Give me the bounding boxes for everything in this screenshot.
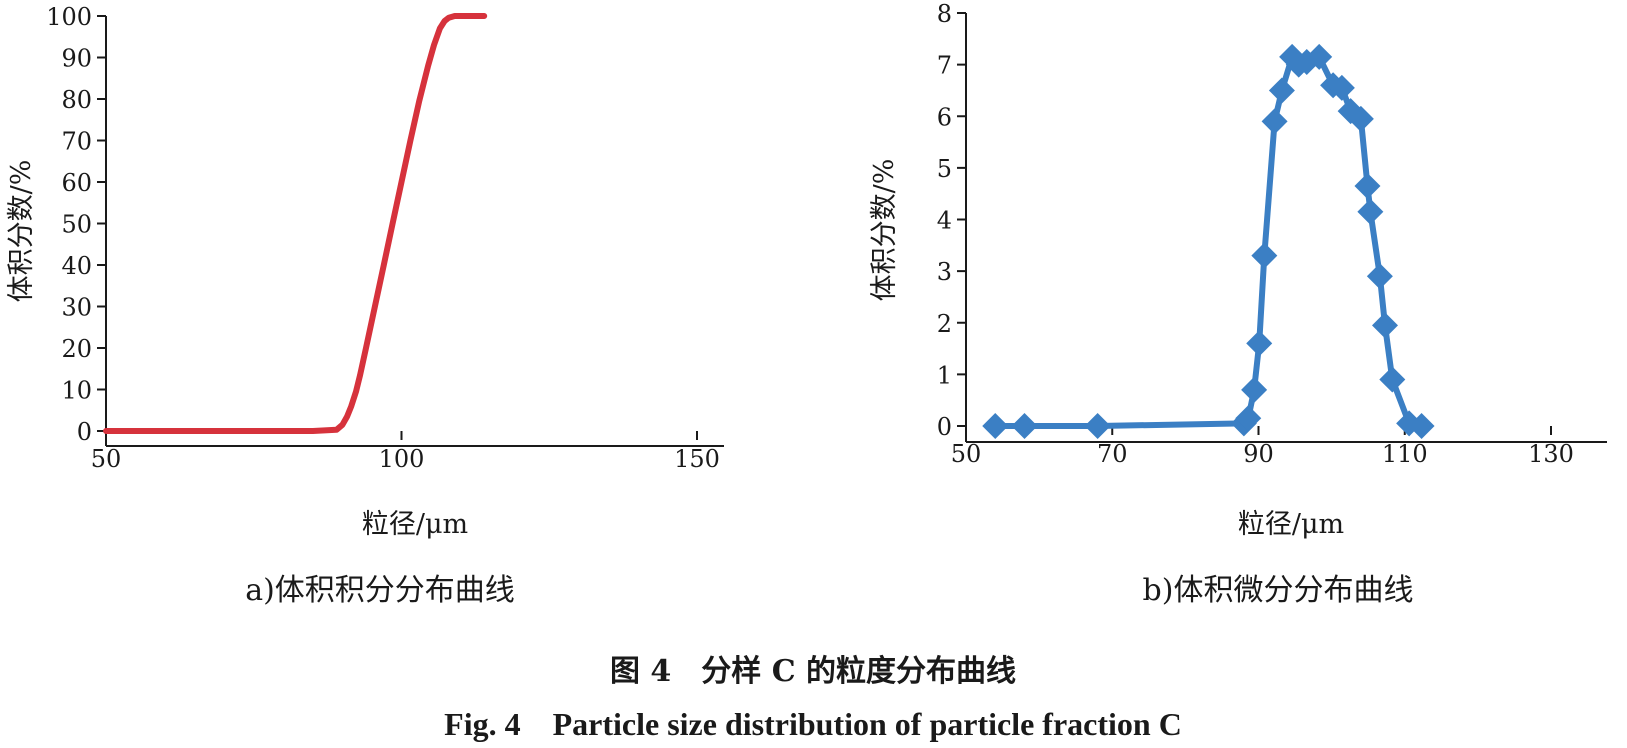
- chart-a-y-tick-label: 90: [61, 45, 92, 73]
- chart-b-y-tick-label: 0: [937, 413, 952, 441]
- chart-b-data-point: [1235, 405, 1262, 432]
- chart-b-data-point: [1246, 330, 1273, 357]
- chart-b-differential: 50 70 90 110 130 0 1 2 3 4 5 6 7 8 粒径/μm 体积分数/% b)体积微…: [869, 0, 1607, 608]
- chart-a-y-tick-label: 50: [61, 211, 92, 239]
- chart-a-x-tick-label: 50: [91, 445, 122, 473]
- chart-b-data-point: [1261, 108, 1288, 135]
- chart-a-xlabel: 粒径/μm: [362, 509, 468, 540]
- chart-b-data-point: [1268, 77, 1295, 104]
- chart-a-y-tick-label: 80: [61, 86, 92, 114]
- chart-a-y-tick-label: 0: [77, 418, 92, 446]
- chart-b-data-point: [982, 413, 1009, 439]
- chart-a-y-tick-label: 10: [61, 377, 92, 405]
- chart-b-ticks: 50 70 90 110 130 0 1 2 3 4 5 6 7 8: [937, 0, 1574, 468]
- chart-a-subcaption: a)体积积分分布曲线: [245, 573, 515, 608]
- chart-b-x-tick-label: 130: [1528, 440, 1574, 468]
- chart-b-data-point: [1011, 413, 1038, 439]
- chart-b-x-tick-label: 50: [951, 440, 982, 468]
- chart-b-data-point: [1379, 366, 1406, 393]
- chart-b-xlabel: 粒径/μm: [1238, 509, 1344, 540]
- chart-b-data-point: [1366, 263, 1393, 290]
- chart-a-y-tick-label: 60: [61, 169, 92, 197]
- chart-b-data-point: [1357, 198, 1384, 225]
- chart-b-data-point: [1354, 172, 1381, 199]
- chart-a-series-line: [103, 13, 488, 434]
- chart-a-cumulative: 50 100 150 0 10 20 30 40 50 60 70 80 90 100 粒径/μm 体积分…: [6, 3, 724, 608]
- chart-a-y-tick-label: 40: [61, 252, 92, 280]
- chart-b-data-point: [1347, 105, 1374, 132]
- chart-b-data-point: [1241, 376, 1268, 403]
- chart-a-x-tick-label: 100: [379, 445, 425, 473]
- chart-a-y-tick-label: 70: [61, 128, 92, 156]
- chart-a-x-tick-label: 150: [674, 445, 720, 473]
- chart-b-x-tick-label: 90: [1243, 440, 1274, 468]
- chart-a-ticks: 50 100 150 0 10 20 30 40 50 60 70 80 90 100: [46, 3, 720, 473]
- chart-b-ylabel: 体积分数/%: [869, 159, 900, 302]
- chart-b-y-tick-label: 4: [937, 207, 952, 235]
- chart-b-y-tick-label: 2: [937, 310, 952, 338]
- chart-b-data-point: [1328, 74, 1355, 101]
- chart-a-y-tick-label: 100: [46, 3, 92, 31]
- chart-b-data-point: [1084, 413, 1111, 439]
- figure-caption-en: Fig. 4 Particle size distribution of par…: [444, 706, 1182, 742]
- chart-b-data-point: [1408, 413, 1435, 439]
- chart-a-y-tick-label: 30: [61, 294, 92, 322]
- chart-b-data-point: [1372, 312, 1399, 339]
- chart-b-subcaption: b)体积微分分布曲线: [1143, 573, 1414, 608]
- chart-b-y-tick-label: 6: [937, 103, 952, 131]
- chart-b-y-tick-label: 1: [937, 361, 952, 389]
- chart-b-y-tick-label: 5: [937, 155, 952, 183]
- chart-b-data-point: [1306, 43, 1333, 70]
- chart-b-markers: [982, 43, 1435, 439]
- chart-b-x-tick-label: 110: [1382, 440, 1428, 468]
- chart-b-data-point: [1251, 242, 1278, 269]
- chart-b-y-tick-label: 7: [937, 52, 952, 80]
- chart-b-x-tick-label: 70: [1097, 440, 1128, 468]
- figure-caption-cn: 图 4 分样 C 的粒度分布曲线: [610, 654, 1016, 689]
- chart-a-y-tick-label: 20: [61, 335, 92, 363]
- chart-b-y-tick-label: 8: [937, 0, 952, 28]
- chart-b-y-tick-label: 3: [937, 258, 952, 286]
- chart-a-ylabel: 体积分数/%: [6, 160, 37, 303]
